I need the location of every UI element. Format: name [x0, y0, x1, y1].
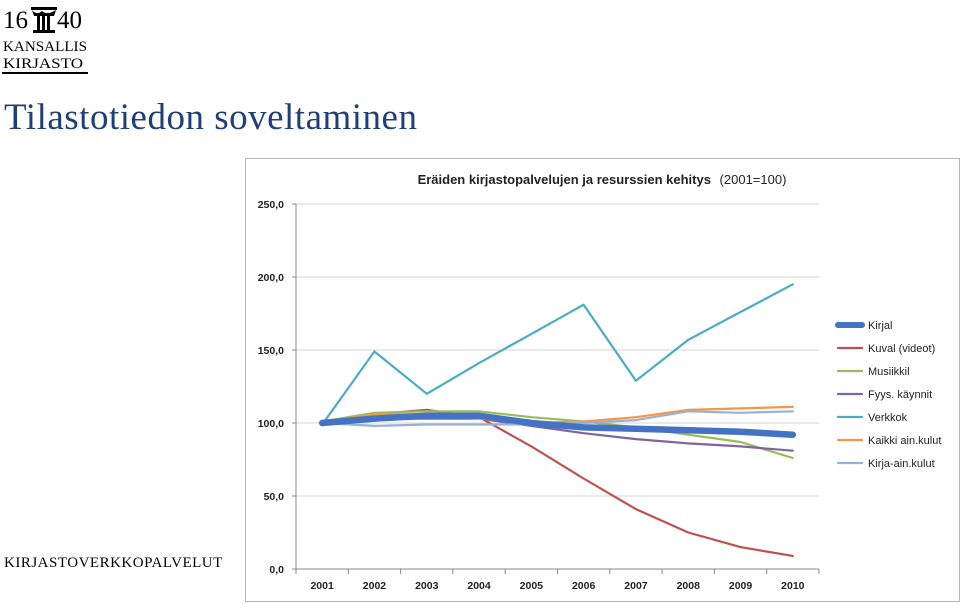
chart-title-suffix: (2001=100) — [720, 172, 787, 187]
x-tick-label: 2010 — [781, 580, 805, 592]
x-axis-ticks: 2001 2002 2003 2004 2005 2006 2007 2008 2009 2010 — [295, 568, 820, 592]
y-tick-label: 200,0 — [258, 272, 284, 284]
series-line — [321, 410, 794, 460]
logo-line-kansallis: KANSALLIS — [3, 39, 87, 55]
chart-series — [318, 283, 797, 557]
chart-legend: Kirjal Kuval (videot) Musiikkil Fyys. käynn… — [835, 320, 941, 470]
x-tick-label: 2002 — [363, 580, 387, 592]
x-tick-label: 2003 — [415, 580, 439, 592]
chart-container: Eräiden kirjastopalvelujen ja resurssien… — [245, 158, 960, 602]
chart-gridlines — [295, 203, 819, 570]
legend-label: Verkkok — [868, 412, 908, 424]
y-tick-label: 250,0 — [258, 199, 284, 211]
y-tick-label: 50,0 — [264, 491, 285, 503]
series-line — [318, 412, 797, 438]
slide-title: Tilastotiedon soveltaminen — [4, 97, 418, 138]
line-chart: Eräiden kirjastopalvelujen ja resurssien… — [258, 172, 942, 592]
y-axis-ticks: 0,0 50,0 100,0 150,0 200,0 250,0 — [258, 199, 296, 576]
logo-year-left: 16 — [3, 7, 28, 34]
chart-title-main: Eräiden kirjastopalvelujen ja resurssien… — [418, 172, 711, 187]
logo-line-kirjasto: KIRJASTO — [3, 56, 83, 72]
kansalliskirjasto-logo: 16 40 KANSALLIS KIRJASTO — [2, 2, 90, 76]
x-tick-label: 2007 — [624, 580, 648, 592]
series-line — [321, 283, 794, 426]
x-tick-label: 2008 — [677, 580, 701, 592]
legend-label: Kirjal — [868, 320, 892, 332]
legend-label: Fyys. käynnit — [868, 389, 932, 401]
footer-label: KIRJASTOVERKKOPALVELUT — [4, 555, 223, 571]
y-tick-label: 150,0 — [258, 345, 284, 357]
column-icon — [31, 7, 57, 33]
x-tick-label: 2006 — [572, 580, 596, 592]
legend-label: Musiikkil — [868, 366, 910, 378]
x-tick-label: 2004 — [467, 580, 491, 592]
logo-year-right: 40 — [57, 7, 82, 34]
legend-label: Kirja-ain.kulut — [868, 458, 935, 470]
y-tick-label: 100,0 — [258, 418, 284, 430]
legend-label: Kuval (videot) — [868, 343, 935, 355]
x-tick-label: 2001 — [310, 580, 334, 592]
x-tick-label: 2009 — [729, 580, 753, 592]
legend-label: Kaikki ain.kulut — [868, 435, 941, 447]
y-tick-label: 0,0 — [269, 564, 284, 576]
x-tick-label: 2005 — [520, 580, 544, 592]
chart-title: Eräiden kirjastopalvelujen ja resurssien… — [418, 172, 787, 187]
